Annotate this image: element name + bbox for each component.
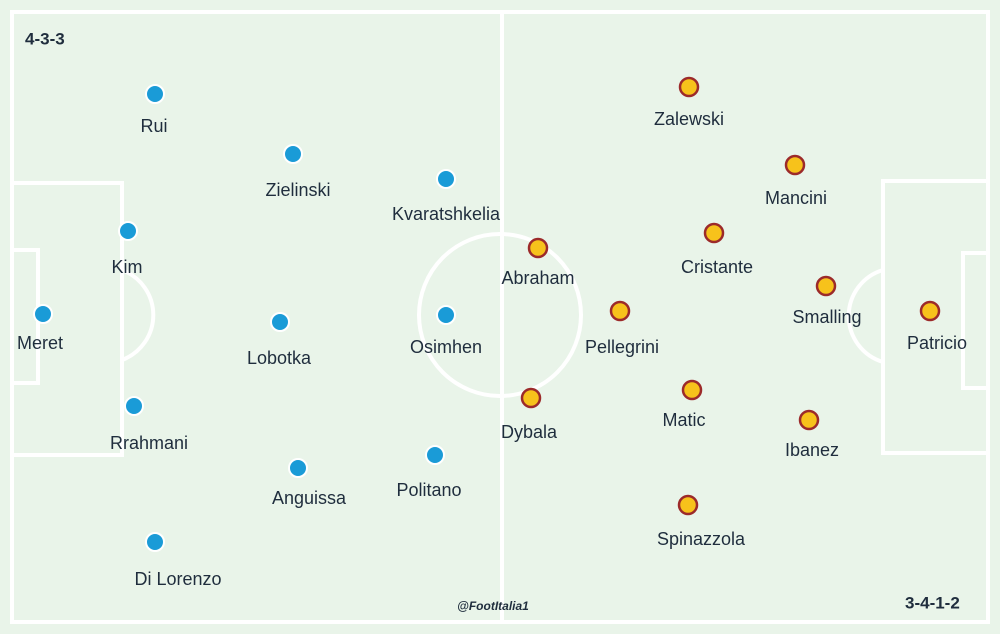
away-player-name: Spinazzola xyxy=(657,529,746,549)
away-player-marker xyxy=(609,300,631,322)
home-player-name: Kim xyxy=(112,257,143,277)
center-circle xyxy=(417,232,583,398)
away-player-name: Matic xyxy=(662,410,705,430)
away-player-marker xyxy=(677,494,699,516)
home-player-marker xyxy=(270,312,290,332)
home-player-marker xyxy=(124,396,144,416)
home-player-marker xyxy=(283,144,303,164)
home-player-marker xyxy=(288,458,308,478)
left-penalty-arc xyxy=(121,268,156,362)
home-player-marker xyxy=(145,84,165,104)
away-player-name: Pellegrini xyxy=(585,337,659,357)
home-player-marker xyxy=(436,169,456,189)
home-player-name: Lobotka xyxy=(247,348,312,368)
home-player-name: Rui xyxy=(140,116,167,136)
home-player-name: Politano xyxy=(396,480,461,500)
away-player-marker xyxy=(678,76,700,98)
home-player-name: Zielinski xyxy=(265,180,330,200)
away-player-marker xyxy=(703,222,725,244)
away-player-name: Zalewski xyxy=(654,109,724,129)
away-player-marker xyxy=(798,409,820,431)
away-player-name: Mancini xyxy=(765,188,827,208)
credit: @FootItalia1 xyxy=(457,599,529,613)
right-penalty-arc xyxy=(846,268,884,364)
away-player-marker xyxy=(520,387,542,409)
home-player-marker xyxy=(118,221,138,241)
away-player-name: Dybala xyxy=(501,422,558,442)
home-player-name: Meret xyxy=(17,333,63,353)
home-formation: 4-3-3 xyxy=(25,29,65,48)
away-formation: 3-4-1-2 xyxy=(905,593,960,612)
home-player-marker xyxy=(145,532,165,552)
away-player-marker xyxy=(784,154,806,176)
away-player-name: Cristante xyxy=(681,257,753,277)
home-player-name: Osimhen xyxy=(410,337,482,357)
away-player-name: Smalling xyxy=(792,307,861,327)
away-player-name: Abraham xyxy=(501,268,574,288)
home-player-marker xyxy=(425,445,445,465)
home-player-marker xyxy=(436,305,456,325)
away-player-marker xyxy=(919,300,941,322)
home-player-name: Kvaratshkelia xyxy=(392,204,501,224)
home-player-marker xyxy=(33,304,53,324)
home-player-name: Di Lorenzo xyxy=(134,569,221,589)
away-player-name: Patricio xyxy=(907,333,967,353)
right-six-yard-box xyxy=(961,251,990,390)
home-player-name: Anguissa xyxy=(272,488,347,508)
away-player-name: Ibanez xyxy=(785,440,839,460)
home-player-name: Rrahmani xyxy=(110,433,188,453)
away-player-marker xyxy=(527,237,549,259)
away-player-marker xyxy=(681,379,703,401)
away-player-marker xyxy=(815,275,837,297)
